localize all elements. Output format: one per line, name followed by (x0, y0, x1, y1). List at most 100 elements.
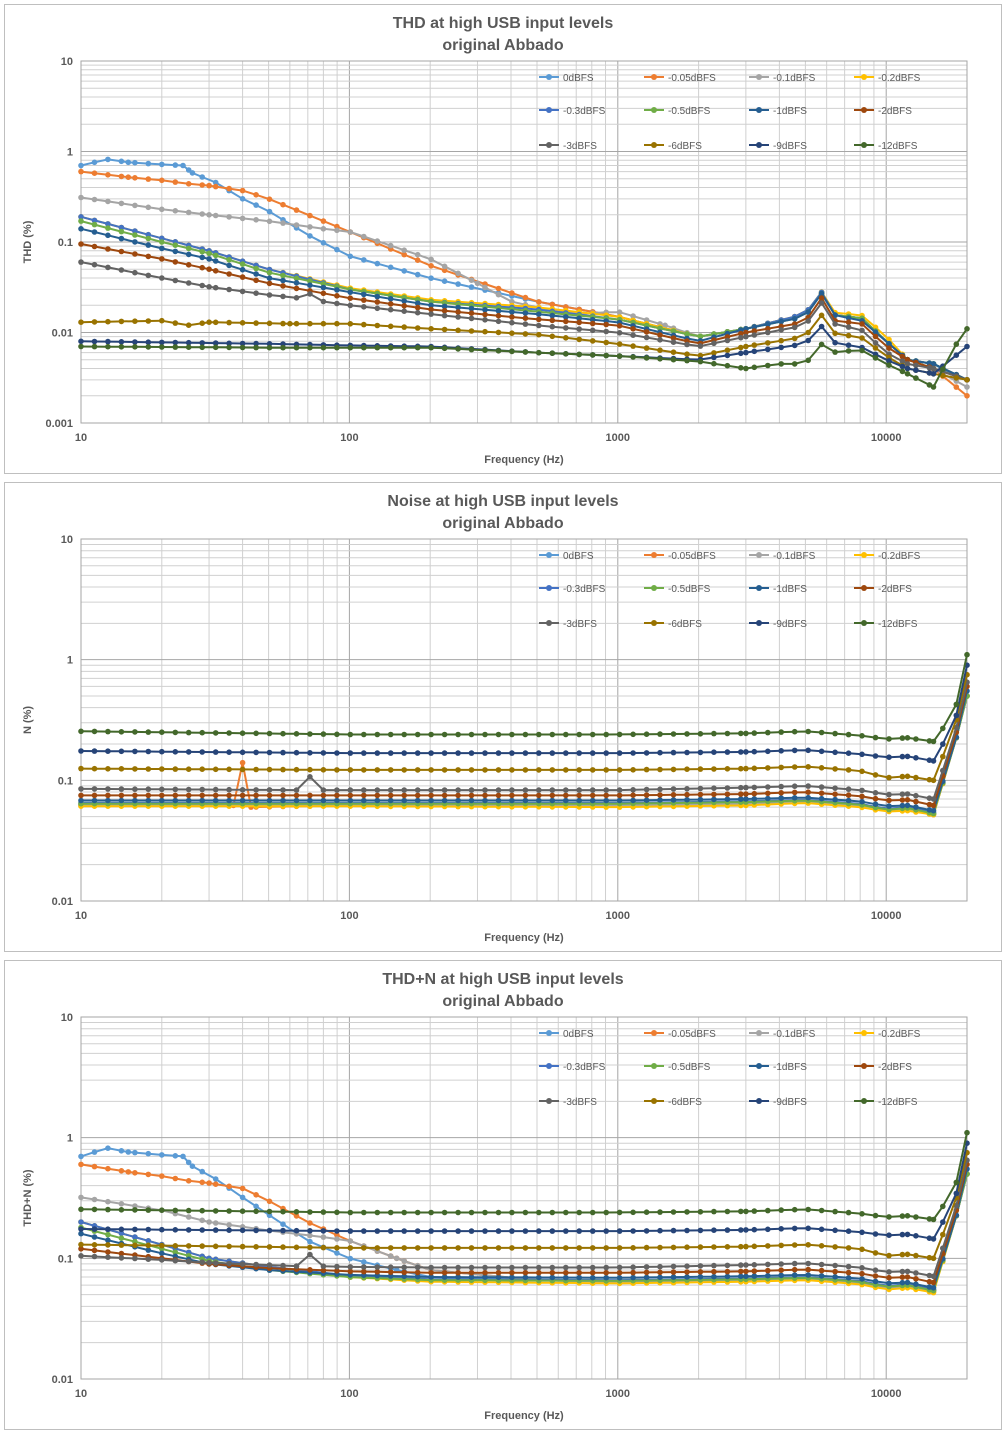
data-point (125, 1149, 132, 1155)
legend-swatch-marker (651, 585, 657, 591)
data-point (603, 352, 609, 359)
data-point (899, 735, 906, 741)
data-point (751, 1243, 758, 1250)
data-point (199, 749, 205, 755)
data-point (872, 795, 879, 802)
data-point (576, 787, 582, 793)
data-point (630, 326, 636, 332)
data-point (913, 1276, 919, 1282)
legend-label: 0dBFS (563, 73, 594, 84)
data-point (845, 1275, 852, 1281)
data-point (643, 797, 650, 803)
data-point (145, 748, 152, 755)
data-point (509, 290, 515, 296)
data-point (899, 802, 906, 809)
data-point (738, 1262, 744, 1268)
data-point (293, 285, 300, 292)
legend-label: -0.1dBFS (773, 1029, 816, 1040)
data-point (509, 348, 515, 355)
legend-swatch-marker (756, 1030, 762, 1036)
data-point (226, 1183, 232, 1190)
data-point (159, 729, 165, 735)
data-point (320, 240, 327, 246)
data-point (212, 1243, 219, 1250)
data-point (78, 338, 84, 345)
data-point (91, 243, 98, 250)
data-point (159, 766, 165, 772)
data-point (778, 729, 784, 735)
data-point (78, 1246, 84, 1252)
data-point (751, 1268, 758, 1274)
data-point (509, 731, 515, 738)
data-point (930, 361, 937, 367)
data-point (172, 1257, 179, 1264)
data-point (711, 1262, 717, 1269)
data-point (818, 312, 825, 319)
data-point (159, 161, 165, 168)
data-point (549, 750, 556, 756)
data-point (953, 701, 960, 708)
data-point (293, 1263, 300, 1269)
data-point (212, 1208, 219, 1214)
data-point (845, 348, 852, 354)
data-point (212, 1176, 219, 1182)
data-point (441, 1209, 448, 1216)
legend-swatch-marker (651, 107, 657, 113)
data-point (805, 794, 811, 801)
data-point (899, 1231, 906, 1238)
data-point (280, 1221, 286, 1227)
data-point (630, 797, 636, 804)
data-point (441, 1245, 448, 1251)
data-point (293, 320, 300, 327)
data-point (832, 791, 838, 797)
legend-swatch-marker (546, 585, 552, 591)
data-point (603, 792, 609, 799)
data-point (78, 1153, 84, 1160)
data-point (509, 1209, 515, 1216)
data-point (859, 1246, 865, 1253)
data-point (899, 773, 906, 780)
data-point (738, 1273, 744, 1280)
data-point (859, 751, 865, 758)
data-point (212, 786, 219, 793)
data-point (428, 256, 434, 263)
data-point (374, 260, 381, 267)
data-point (738, 1268, 744, 1275)
data-point (280, 277, 286, 284)
data-point (603, 750, 609, 756)
data-point (307, 1267, 313, 1273)
data-point (145, 339, 152, 346)
data-point (643, 329, 650, 335)
data-point (78, 1206, 84, 1213)
data-point (239, 196, 246, 202)
data-point (899, 1213, 906, 1219)
legend-label: -0.1dBFS (773, 551, 816, 562)
data-point (818, 729, 825, 736)
data-point (185, 1258, 192, 1265)
data-point (307, 1209, 313, 1215)
data-point (791, 728, 798, 735)
legend-swatch-marker (861, 1063, 867, 1069)
x-tick-label: 1000 (606, 910, 630, 922)
data-point (334, 1245, 340, 1251)
data-point (401, 792, 408, 799)
data-point (105, 1226, 111, 1232)
data-point (616, 341, 623, 347)
thd-chart-svg: 0.001 0.01 0.1 1 10 10 100 1000 10000 Frequency (… (22, 56, 970, 466)
data-point (334, 1263, 340, 1270)
data-point (307, 320, 313, 327)
data-point (872, 734, 879, 741)
data-point (926, 1216, 933, 1222)
data-point (536, 1209, 542, 1216)
data-point (670, 1209, 677, 1215)
data-point (495, 1228, 502, 1234)
data-point (334, 792, 340, 799)
data-point (616, 731, 623, 738)
data-point (206, 266, 212, 273)
data-point (616, 792, 623, 799)
data-point (320, 290, 327, 297)
data-point (266, 344, 273, 351)
data-point (791, 783, 798, 789)
legend-label: -0.1dBFS (773, 73, 816, 84)
x-tick-label: 100 (340, 910, 358, 922)
